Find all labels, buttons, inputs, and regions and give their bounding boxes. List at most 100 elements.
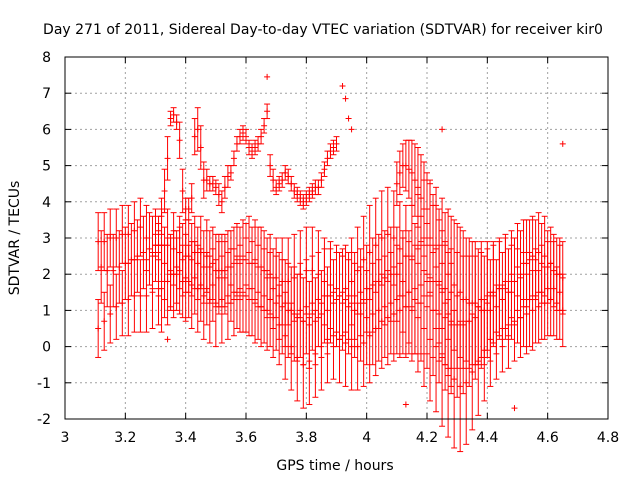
data-point [173,263,180,270]
data-point [267,162,274,169]
data-point [411,177,418,184]
data-point [249,148,256,155]
data-point [378,318,385,325]
data-point [481,347,488,354]
data-point [197,249,204,256]
data-point [411,296,418,303]
data-point [104,267,111,274]
data-point [167,115,174,122]
data-point [526,296,533,303]
data-point [475,303,482,310]
data-point [321,292,328,299]
data-point [306,191,313,198]
data-point [541,253,548,260]
data-point [508,289,515,296]
outlier-point [345,115,352,122]
data-point [149,289,156,296]
data-point [285,173,292,180]
data-point [252,144,259,151]
y-tick-label: 3 [42,231,51,247]
data-point [424,303,430,310]
data-point [381,303,388,310]
data-point [342,285,349,292]
data-point [176,249,183,256]
data-point [511,278,518,285]
data-point [318,343,325,350]
data-point [505,321,512,328]
data-point [466,318,473,325]
data-point [532,292,539,299]
data-point [544,285,551,292]
data-point [294,354,301,361]
y-tick-label: 5 [42,159,51,175]
data-point [107,311,114,318]
data-point [408,169,415,176]
data-point [288,180,295,187]
data-point [209,282,216,289]
data-point [230,289,237,296]
data-point [306,358,313,365]
data-point [457,289,464,296]
data-point [351,292,358,299]
data-point [442,314,449,321]
data-point [414,245,421,252]
data-point [146,245,153,252]
data-point [469,368,476,375]
data-point [342,339,349,346]
data-point [499,296,506,303]
data-point [224,263,231,270]
data-point [369,282,376,289]
chart-title: Day 271 of 2011, Sidereal Day-to-day VTE… [43,22,603,38]
data-point [550,267,557,274]
data-point [218,296,225,303]
data-point [194,285,201,292]
data-point [261,122,268,129]
data-point [303,303,310,310]
data-point [420,325,427,332]
data-point [279,278,286,285]
data-point [556,271,563,278]
data-point [227,169,234,176]
y-tick-label: 0 [42,340,51,356]
data-point [224,292,231,299]
data-point [188,256,195,263]
data-point [206,296,213,303]
data-point [294,314,301,321]
data-point [354,267,361,274]
data-point [270,314,277,321]
data-point [390,235,397,241]
data-point [137,292,144,299]
data-point [255,263,262,270]
data-point [442,300,449,307]
data-point [402,162,409,169]
data-point [197,282,204,289]
data-point [179,187,186,194]
data-point [405,289,412,296]
outlier-point [342,95,349,102]
data-point [402,253,409,260]
data-point [185,206,192,213]
data-point [125,296,132,303]
data-point [215,274,222,281]
data-point [239,253,246,260]
data-point [484,300,491,307]
data-point [448,289,455,296]
data-point [330,300,337,307]
data-point [339,300,346,307]
data-point [279,303,286,310]
data-point [321,278,328,285]
data-point [95,325,102,332]
data-point [119,300,126,307]
data-point [408,253,415,260]
data-point [116,263,123,270]
data-point [433,263,440,270]
data-point [312,318,319,325]
data-layer [95,73,566,453]
y-tick-label: -1 [37,376,51,392]
data-point [261,267,268,274]
data-point [98,263,105,270]
data-point [393,271,400,278]
data-point [191,249,198,256]
data-point [285,307,292,314]
